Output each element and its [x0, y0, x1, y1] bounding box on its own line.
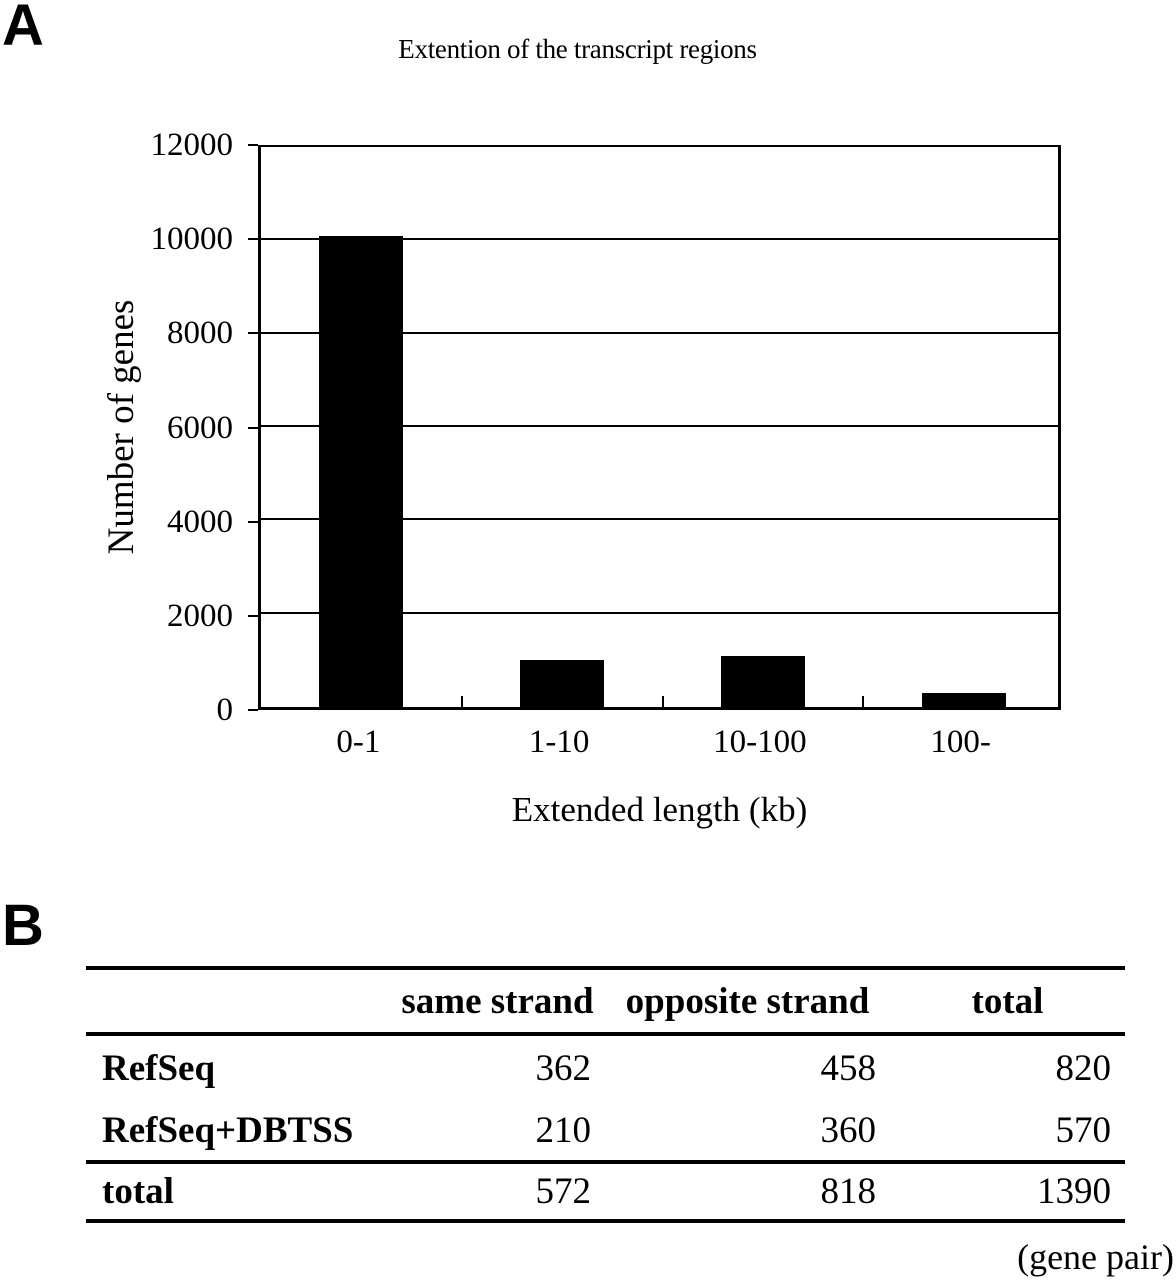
x-axis-tick [460, 696, 463, 707]
gridline [261, 331, 1058, 334]
bar-100- [921, 693, 1006, 707]
table-row: RefSeq 362 458 820 [86, 1034, 1125, 1100]
bar-10-100 [720, 655, 805, 707]
table-header-row: same strand opposite strand total [86, 968, 1125, 1034]
panel-b-label: B [2, 893, 44, 958]
x-tick-label: 100- [930, 724, 991, 760]
cell-value: 458 [820, 1047, 877, 1089]
y-tick-label: 2000 [167, 597, 233, 634]
gridline [261, 425, 1058, 427]
y-axis-tick [248, 520, 258, 523]
y-tick-label: 8000 [167, 315, 233, 352]
x-tick-label: 10-100 [713, 724, 807, 760]
row-label: total [102, 1171, 174, 1212]
table-corner-cell [86, 968, 390, 1034]
y-tick-label: 12000 [150, 127, 234, 163]
col-header-same-strand: same strand [401, 980, 594, 1022]
col-header-total: total [971, 980, 1044, 1022]
chart-title: Extention of the transcript regions [398, 34, 757, 64]
gridline [261, 238, 1058, 241]
y-axis-tick [248, 614, 258, 617]
cell-value: 360 [820, 1109, 877, 1151]
panel-a-label: A [2, 0, 44, 58]
cell-value: 210 [535, 1109, 592, 1151]
cell-value: 570 [1055, 1109, 1112, 1151]
x-tick-label: 0-1 [336, 724, 381, 760]
y-tick-label: 6000 [167, 409, 233, 446]
y-axis-tick [248, 332, 258, 335]
bar-0-1 [319, 235, 404, 707]
x-axis-tick [661, 696, 664, 707]
x-axis-tick [862, 696, 865, 707]
y-axis-tick [248, 709, 258, 711]
cell-value: 1390 [1037, 1171, 1111, 1212]
row-label: RefSeq+DBTSS [102, 1109, 354, 1151]
y-axis-tick [248, 238, 258, 241]
gene-pair-table: same strand opposite strand total RefSeq… [86, 966, 1125, 1223]
cell-value: 818 [820, 1171, 877, 1212]
gridline [261, 611, 1058, 614]
y-axis-tick [248, 426, 258, 429]
y-tick-label: 4000 [167, 503, 233, 540]
x-axis-title: Extended length (kb) [511, 790, 808, 829]
y-tick-label: 10000 [150, 221, 234, 258]
cell-value: 572 [535, 1171, 592, 1212]
x-tick-label: 1-10 [528, 724, 590, 760]
bar-1-10 [520, 660, 605, 707]
row-label: RefSeq [102, 1047, 216, 1089]
col-header-opposite-strand: opposite strand [625, 980, 870, 1022]
cell-value: 820 [1055, 1047, 1112, 1089]
gridline [261, 518, 1058, 521]
table-row: RefSeq+DBTSS 210 360 570 [86, 1100, 1125, 1162]
plot-area [258, 145, 1061, 710]
cell-value: 362 [535, 1047, 592, 1089]
y-tick-label: 0 [216, 692, 234, 728]
unit-note: (gene pair) [1017, 1237, 1174, 1277]
y-axis-tick [248, 144, 258, 146]
table-row-total: total 572 818 1390 [86, 1162, 1125, 1221]
